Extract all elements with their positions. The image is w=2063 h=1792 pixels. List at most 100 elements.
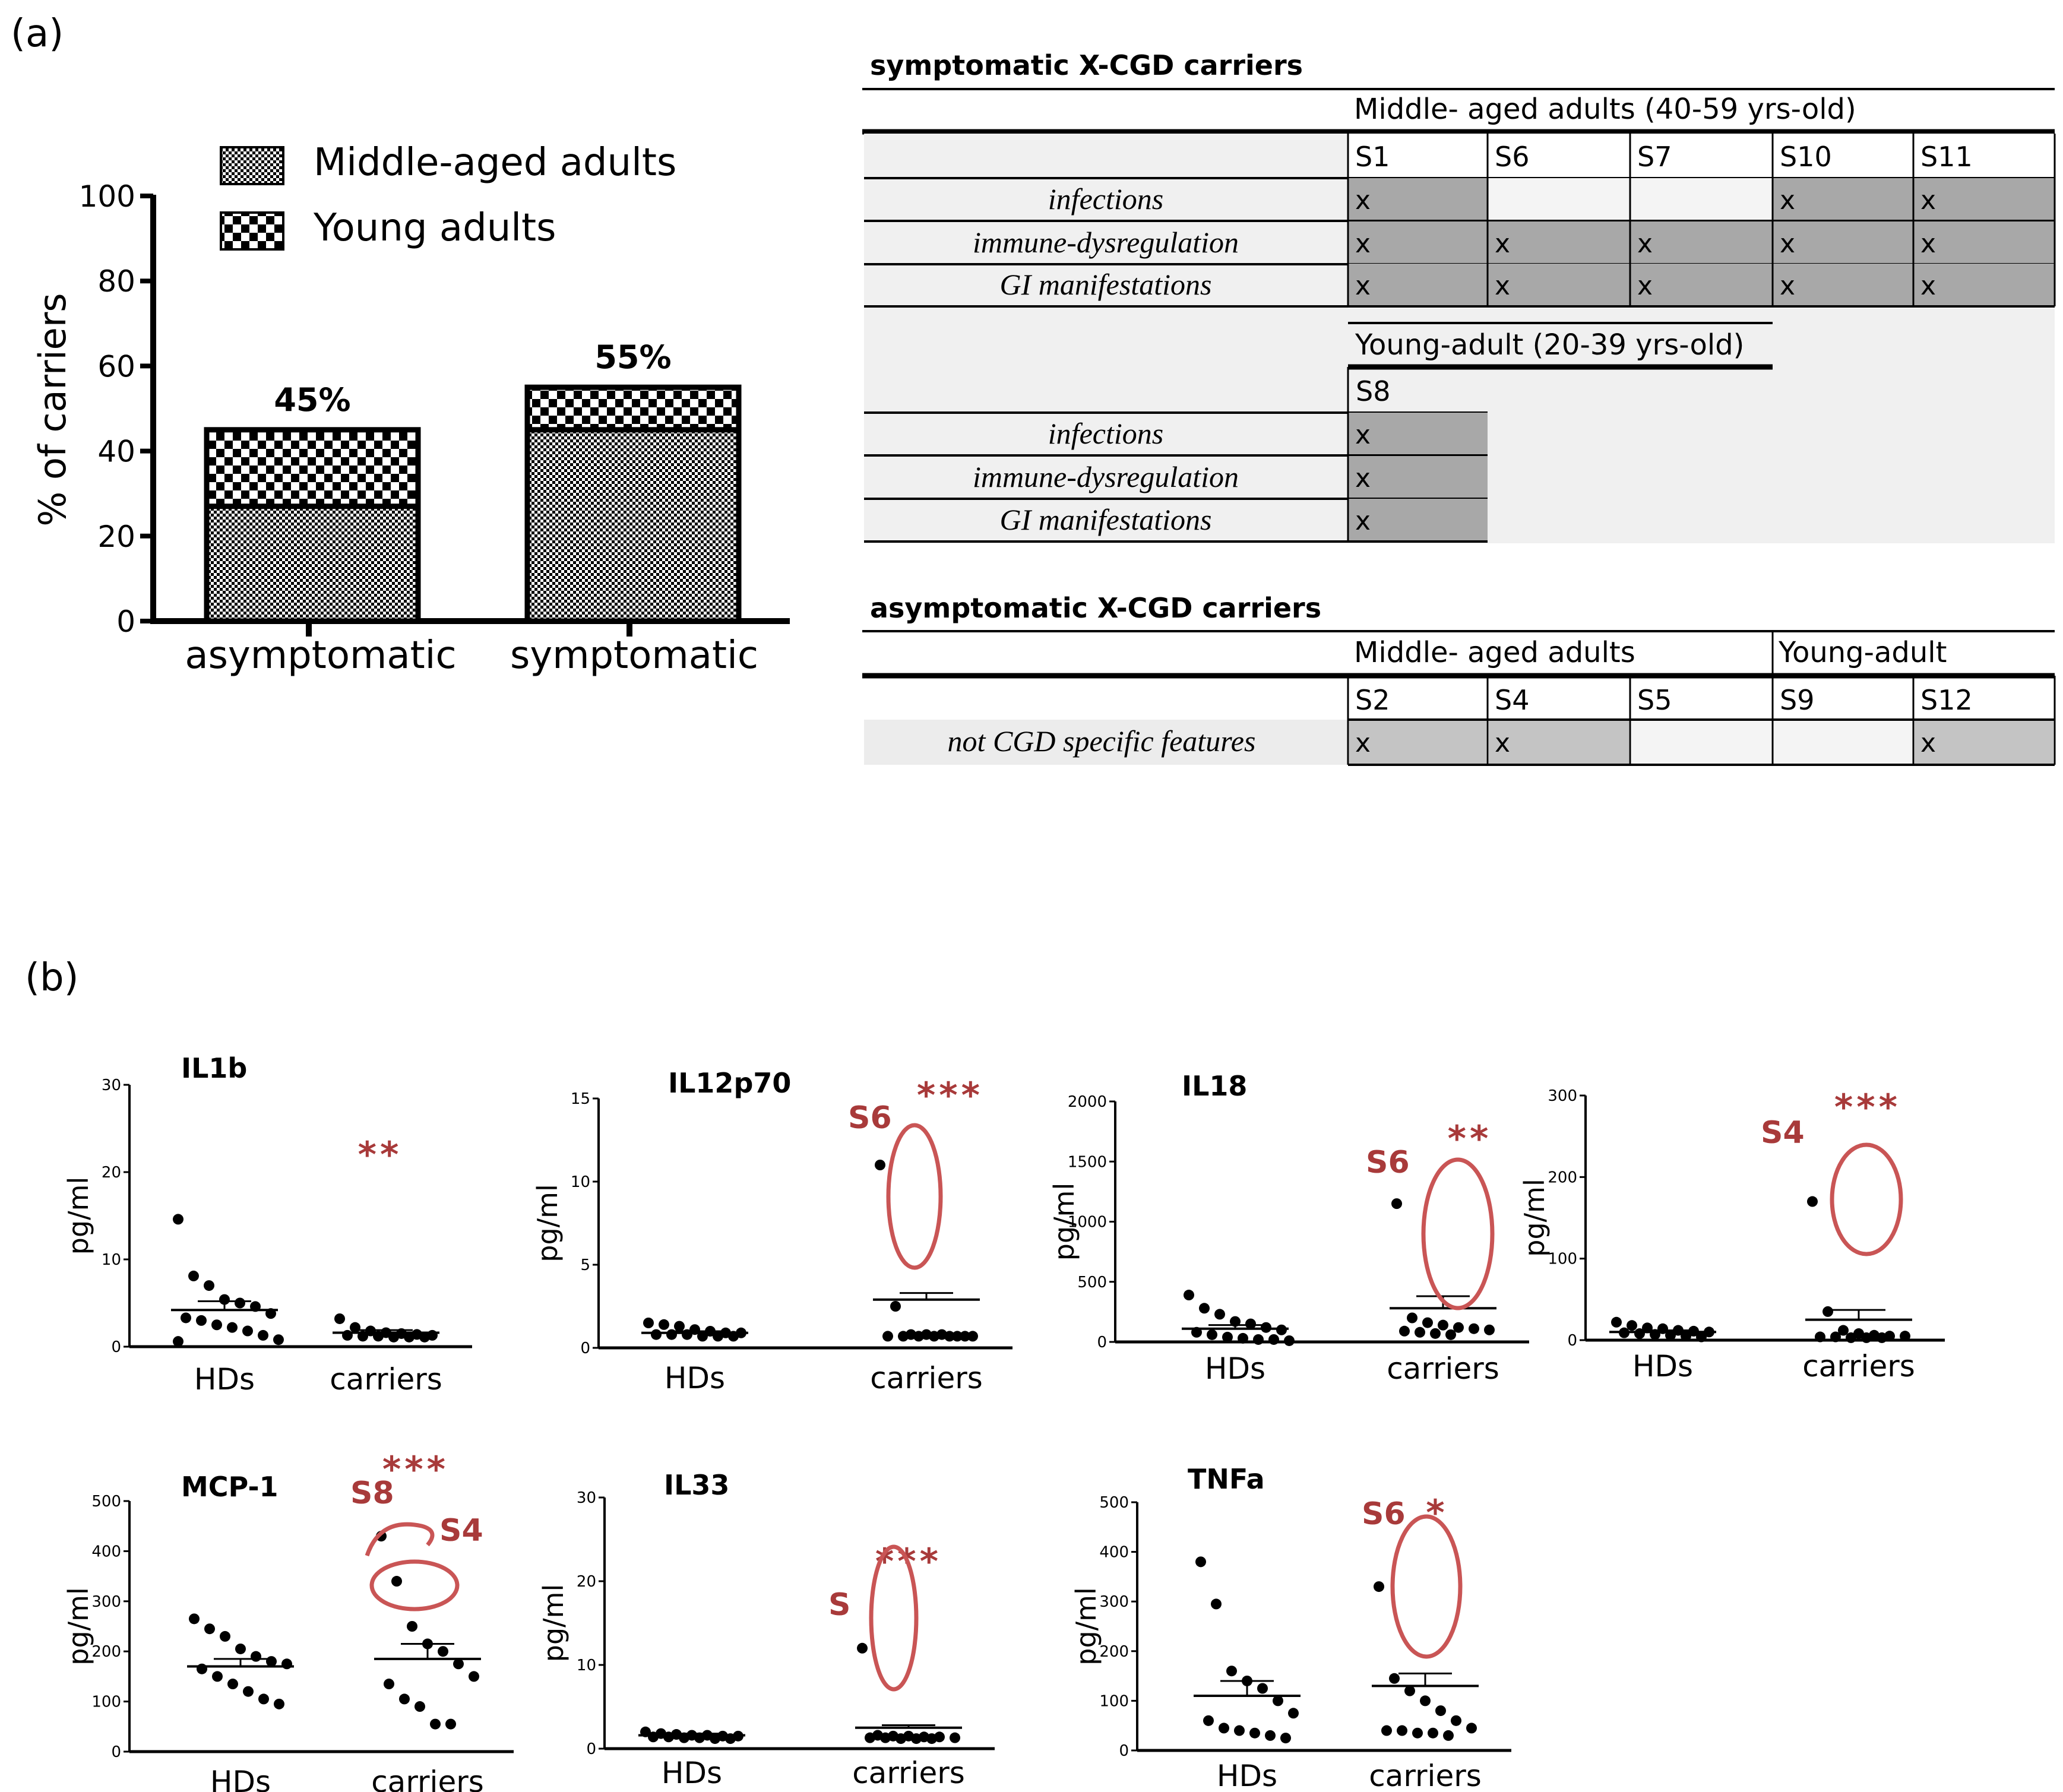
cell-mark: x (1355, 420, 1371, 450)
cell (1488, 264, 1630, 306)
bars: 45% 55% (204, 338, 742, 624)
y-tick-label: 400 (91, 1543, 121, 1560)
category-label: carriers (1369, 1759, 1482, 1792)
significance-stars: *** (1834, 1087, 1901, 1128)
data-point (1207, 1329, 1217, 1340)
cell-mark: x (1355, 463, 1371, 493)
cell (1774, 721, 1912, 764)
data-point (1420, 1695, 1431, 1706)
scatter-plot-IL12p70: 0 5 10 15 pg/ml IL12p70 HDs carriers *** S6 (531, 1067, 1012, 1395)
cell-mark: x (1920, 271, 1936, 301)
id-S11: S11 (1920, 141, 1973, 173)
category-label: HDs (1217, 1759, 1277, 1792)
data-point (419, 1331, 430, 1343)
category-label: carriers (852, 1756, 965, 1790)
scatter-plot-IL18: 0 500 1000 1500 2000 pg/ml IL18 HDs carriers ** S6 (1048, 1070, 1529, 1386)
data-point (1265, 1730, 1276, 1741)
data-point (438, 1646, 448, 1657)
bar-asymptomatic-young (204, 427, 421, 509)
y-tick-label: 1000 (1068, 1214, 1107, 1231)
table-bg (864, 134, 1348, 543)
cell (1913, 264, 2055, 306)
data-point (1412, 1727, 1423, 1739)
y-tick-label: 0 (111, 1743, 121, 1761)
cell (1348, 456, 1488, 499)
legend-swatch-middle-aged (220, 146, 284, 185)
data-point (857, 1642, 868, 1654)
data-point (235, 1643, 246, 1654)
cell (1631, 721, 1771, 764)
row-label: immune-dysregulation (973, 460, 1239, 493)
data-point (1253, 1334, 1264, 1345)
y-tick-label: 200 (1548, 1169, 1577, 1186)
symptomatic-table-title: symptomatic X-CGD carriers (870, 49, 1303, 81)
data-point (880, 1732, 891, 1743)
data-point (1861, 1332, 1872, 1343)
data-point (1627, 1320, 1637, 1331)
y-tick-label: 80 (97, 264, 135, 299)
y-tick-label: 500 (91, 1493, 121, 1511)
y-tick-label: 200 (1099, 1643, 1129, 1661)
y-tick-label: 10 (577, 1657, 596, 1674)
outlier-label: S (828, 1587, 850, 1623)
x-label-symptomatic: symptomatic (510, 634, 758, 677)
y-tick-label: 20 (97, 520, 135, 554)
category-label: HDs (665, 1361, 725, 1395)
y-tick-label: 30 (102, 1077, 121, 1094)
cell (1913, 178, 2055, 221)
id-S5: S5 (1637, 684, 1672, 716)
cell (1773, 264, 1913, 306)
significance-stars: ** (1448, 1118, 1492, 1160)
data-point (235, 1297, 245, 1309)
outlier-label: S6 (848, 1100, 892, 1136)
id-S8: S8 (1356, 375, 1390, 407)
outlier-ellipse (1390, 1514, 1463, 1659)
significance-stars: *** (382, 1449, 449, 1490)
y-tick-label: 20 (577, 1573, 596, 1591)
y-tick-label: 10 (571, 1173, 590, 1191)
data-point (1211, 1598, 1222, 1610)
y-tick-label: 300 (91, 1593, 121, 1611)
data-point (1214, 1309, 1225, 1320)
scatter-plots: 0 10 20 30 pg/ml IL1b HDs carriers ** 0 5 10 15 pg/ml… (62, 1052, 1945, 1792)
data-point (1249, 1727, 1260, 1739)
data-point (1451, 1715, 1461, 1726)
data-point (189, 1613, 200, 1625)
row-label: infections (1048, 182, 1163, 216)
cell-mark: x (1355, 728, 1371, 758)
y-axis-label: pg/ml (1048, 1183, 1080, 1261)
data-point (391, 1576, 402, 1587)
header-bg (1348, 134, 2055, 178)
cell-mark: x (1495, 271, 1510, 301)
data-point (211, 1319, 222, 1331)
plot-title: MCP-1 (181, 1471, 279, 1503)
panel-label-a: (a) (11, 12, 64, 56)
data-point (1273, 1695, 1283, 1706)
cell-mark: x (1780, 229, 1795, 259)
data-point (258, 1329, 268, 1341)
data-point (1435, 1705, 1446, 1717)
asym-group2-title: Young-adult (1778, 636, 1947, 669)
scatter-plot-IL1b: 0 10 20 30 pg/ml IL1b HDs carriers ** (62, 1052, 472, 1397)
data-point (334, 1313, 345, 1324)
data-point (1397, 1725, 1407, 1736)
category-label: HDs (1632, 1349, 1693, 1383)
y-ticks: 0 20 40 60 80 100 (79, 179, 153, 639)
asymptomatic-table: asymptomatic X-CGD carriers Middle- aged… (862, 592, 2056, 766)
data-point (1438, 1319, 1448, 1331)
outlier-ellipse (1421, 1157, 1495, 1310)
data-point (1453, 1322, 1464, 1333)
data-point (1389, 1673, 1400, 1684)
id-S2: S2 (1355, 684, 1390, 716)
data-point (1203, 1715, 1214, 1726)
cell (1489, 721, 1629, 764)
data-point (430, 1718, 441, 1730)
id-S6: S6 (1495, 141, 1529, 173)
data-point (1443, 1730, 1454, 1741)
cell (1913, 221, 2055, 264)
cell (1630, 221, 1773, 264)
outlier-ellipse (869, 1544, 919, 1692)
y-tick-label: 0 (580, 1340, 590, 1357)
cell-mark: x (1355, 506, 1371, 536)
